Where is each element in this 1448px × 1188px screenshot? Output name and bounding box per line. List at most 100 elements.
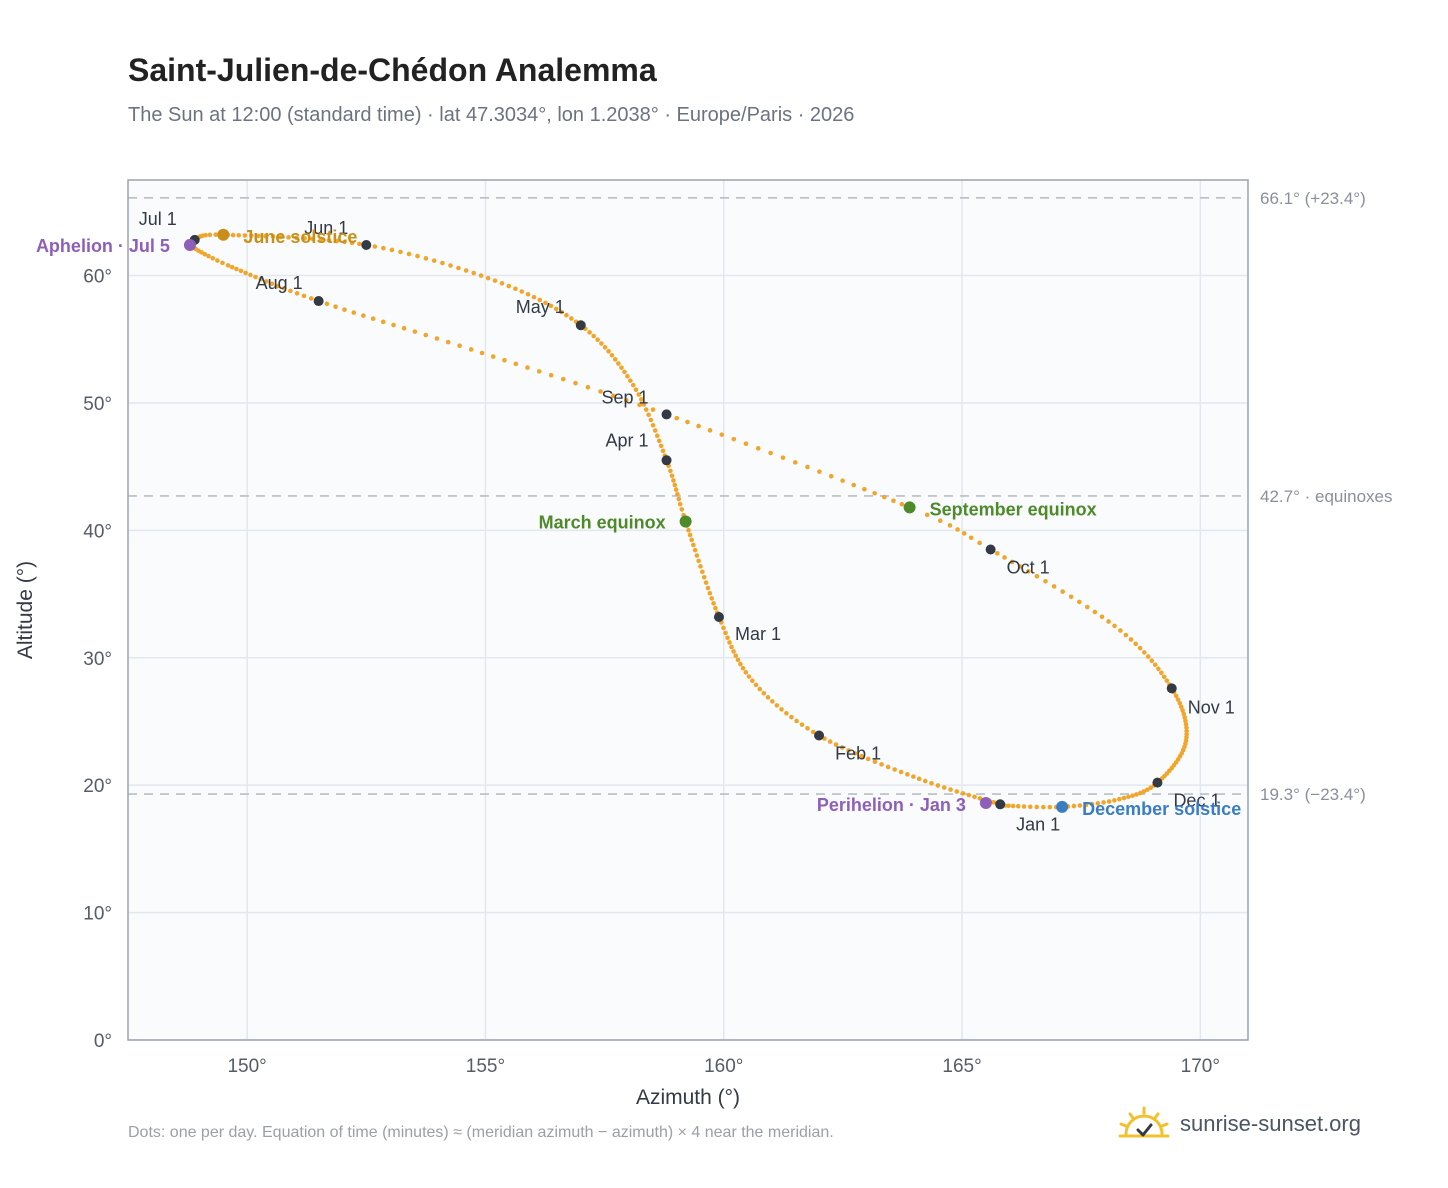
month-dot bbox=[575, 320, 586, 331]
daily-dot bbox=[1077, 803, 1083, 808]
x-tick-label: 160° bbox=[704, 1056, 743, 1077]
daily-dot bbox=[253, 274, 258, 280]
chart-subtitle: The Sun at 12:00 (standard time) · lat 4… bbox=[128, 104, 855, 126]
month-label: Oct 1 bbox=[1007, 557, 1050, 577]
daily-dot bbox=[658, 443, 664, 449]
daily-dot bbox=[294, 291, 300, 296]
reference-line-label: 66.1° (+23.4°) bbox=[1260, 189, 1366, 208]
daily-dot bbox=[1106, 799, 1112, 804]
daily-dot bbox=[687, 532, 693, 538]
daily-dot bbox=[1183, 718, 1188, 724]
daily-dot bbox=[968, 535, 974, 541]
daily-dot bbox=[499, 281, 505, 286]
daily-dot bbox=[492, 278, 498, 283]
daily-dot bbox=[302, 236, 307, 241]
daily-dot bbox=[1175, 697, 1181, 702]
daily-dot bbox=[794, 718, 799, 724]
daily-dot bbox=[1184, 725, 1189, 730]
daily-dot bbox=[210, 255, 216, 261]
month-markers: Jan 1 Feb 1 Mar 1 Apr 1 May 1 Jun 1 Jul 1 Aug 1… bbox=[139, 209, 1235, 834]
daily-dot bbox=[334, 238, 340, 244]
daily-dot bbox=[1164, 678, 1170, 683]
daily-dot bbox=[636, 392, 642, 397]
daily-dot bbox=[723, 630, 728, 636]
daily-dot bbox=[862, 486, 867, 492]
brand-name[interactable]: sunrise-sunset.org bbox=[1180, 1111, 1361, 1136]
daily-dot bbox=[324, 301, 330, 307]
x-tick-label: 165° bbox=[942, 1056, 981, 1077]
daily-dot bbox=[351, 310, 357, 315]
daily-dot bbox=[1089, 801, 1095, 807]
brand-logo[interactable]: sunrise-sunset.org bbox=[1118, 1100, 1361, 1148]
daily-dot bbox=[391, 322, 396, 328]
daily-dot bbox=[513, 361, 519, 367]
event-label: March equinox bbox=[539, 512, 666, 532]
daily-dot bbox=[709, 596, 715, 601]
daily-dot bbox=[827, 739, 833, 744]
month-dot bbox=[661, 455, 672, 466]
daily-dot bbox=[1145, 654, 1151, 659]
daily-dot bbox=[553, 306, 559, 312]
event-label: Perihelion · Jan 3 bbox=[817, 795, 966, 815]
daily-dot bbox=[750, 678, 755, 684]
daily-dot bbox=[922, 778, 928, 784]
daily-dot bbox=[255, 233, 261, 239]
daily-dot bbox=[471, 270, 477, 276]
y-axis-title: Altitude (°) bbox=[14, 561, 37, 659]
daily-dot bbox=[654, 433, 660, 439]
daily-dot bbox=[199, 250, 204, 255]
month-label: Apr 1 bbox=[606, 430, 649, 450]
footnote: Dots: one per day. Equation of time (min… bbox=[128, 1124, 834, 1141]
daily-dot bbox=[1128, 637, 1134, 642]
daily-dot bbox=[650, 422, 656, 428]
daily-dot bbox=[872, 759, 878, 765]
daily-dot bbox=[598, 389, 603, 394]
daily-dot bbox=[412, 329, 418, 334]
daily-dot bbox=[948, 787, 953, 792]
daily-dot bbox=[691, 542, 696, 548]
daily-dot bbox=[1134, 792, 1139, 797]
daily-dot bbox=[694, 553, 700, 558]
daily-dot bbox=[463, 268, 469, 273]
daily-dot bbox=[270, 234, 276, 239]
daily-dot bbox=[698, 564, 703, 569]
daily-dot bbox=[1027, 804, 1033, 810]
daily-dot bbox=[660, 448, 666, 454]
daily-dot bbox=[1183, 722, 1189, 727]
daily-dot bbox=[879, 762, 884, 767]
sun-logo-icon bbox=[1118, 1106, 1170, 1138]
daily-dot bbox=[288, 288, 293, 294]
daily-dot bbox=[859, 753, 864, 759]
daily-dot bbox=[1101, 800, 1106, 805]
daily-dot bbox=[668, 468, 673, 474]
daily-dot bbox=[1181, 711, 1187, 717]
daily-dot bbox=[213, 232, 219, 237]
x-axis-title: Azimuth (°) bbox=[636, 1086, 740, 1109]
month-label: May 1 bbox=[516, 297, 565, 317]
month-dot bbox=[713, 612, 724, 623]
daily-dot bbox=[1118, 628, 1123, 633]
daily-dot bbox=[543, 300, 548, 306]
daily-dot bbox=[560, 376, 566, 382]
daily-dot bbox=[1026, 569, 1031, 574]
daily-dot bbox=[947, 523, 953, 528]
daily-dot bbox=[230, 232, 236, 238]
daily-dot bbox=[243, 270, 248, 276]
month-label: Feb 1 bbox=[835, 743, 881, 763]
daily-dot bbox=[833, 742, 839, 747]
daily-dot bbox=[628, 378, 633, 383]
plot-area bbox=[128, 180, 1248, 1040]
event-dot bbox=[979, 797, 992, 810]
month-dot bbox=[814, 730, 825, 741]
daily-dot bbox=[229, 264, 235, 270]
daily-dot bbox=[851, 482, 857, 488]
daily-dot bbox=[1178, 704, 1184, 710]
daily-dot bbox=[916, 776, 922, 782]
daily-dot bbox=[269, 281, 275, 287]
daily-dot bbox=[1034, 804, 1040, 810]
daily-dot bbox=[852, 751, 858, 756]
daily-dot bbox=[810, 729, 816, 735]
daily-dot bbox=[725, 635, 730, 641]
month-label: Jul 1 bbox=[139, 209, 177, 229]
y-tick-label: 10° bbox=[83, 904, 112, 925]
